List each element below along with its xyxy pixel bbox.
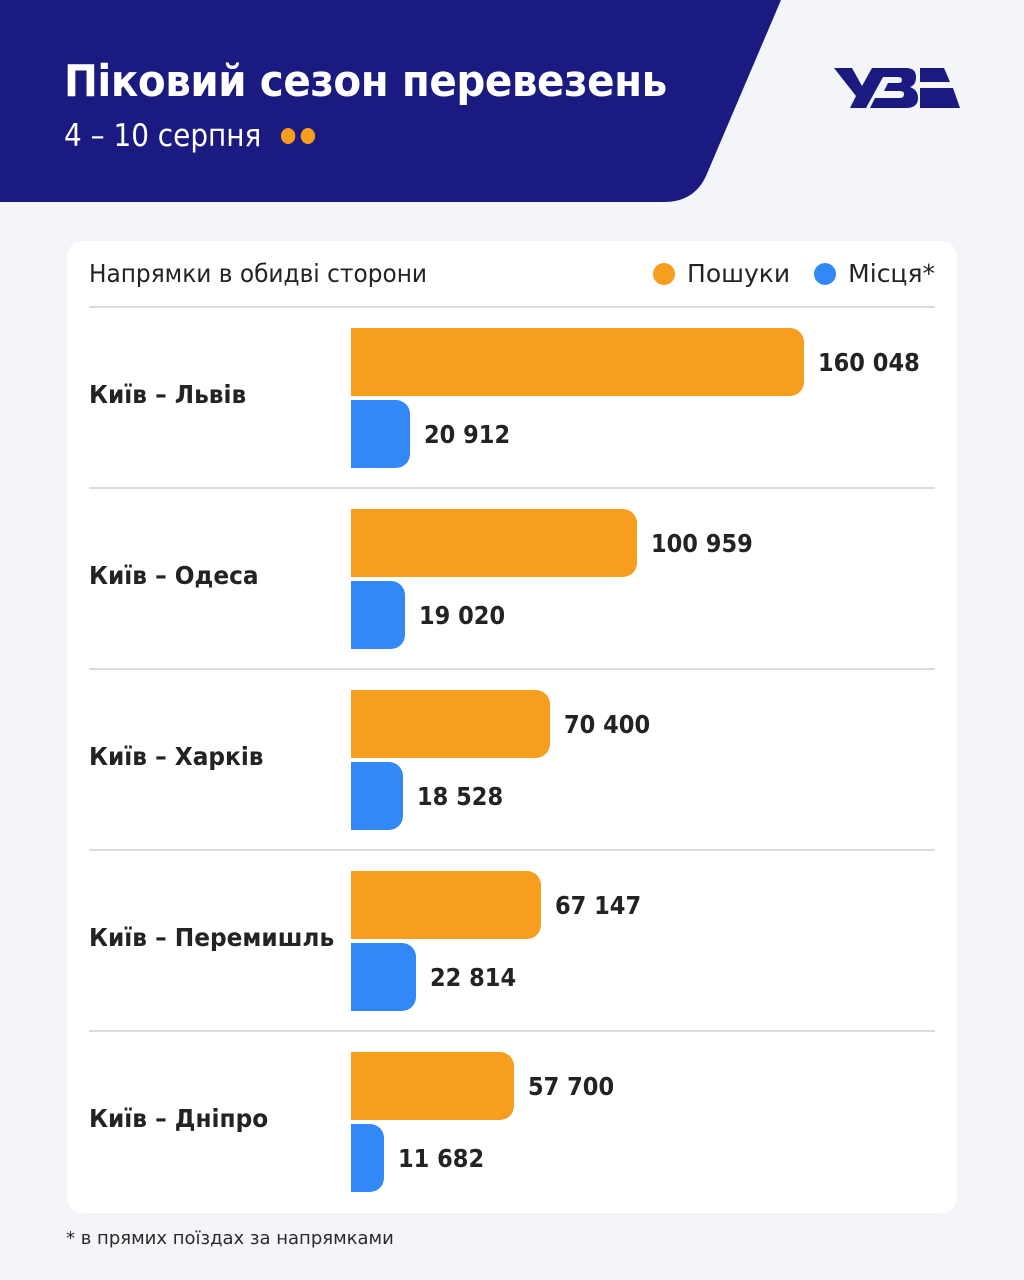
chart-rows: Київ – Львів 160 048 20 912 Київ – Одеса… [89, 308, 935, 1211]
searches-value: 100 959 [651, 528, 753, 558]
page-title: Піковий сезон перевезень [64, 56, 667, 107]
searches-bar-group: 160 048 [351, 328, 931, 396]
chart-row: Київ – Львів 160 048 20 912 [89, 308, 935, 489]
chart-card: Напрямки в обидві сторони Пошуки Місця* … [67, 241, 957, 1213]
ukrzaliznytsia-logo-icon: УЗ [834, 68, 960, 108]
searches-value: 57 700 [528, 1071, 615, 1101]
seats-value: 19 020 [419, 600, 506, 630]
legend-item-searches: Пошуки [653, 259, 790, 288]
chart-row: Київ – Перемишль 67 147 22 814 [89, 851, 935, 1032]
footnote: * в прямих поїздах за напрямками [66, 1228, 394, 1249]
searches-value: 67 147 [555, 890, 642, 920]
orange-circle-icon [653, 262, 676, 285]
legend-label: Місця* [848, 259, 935, 288]
chart-row: Київ – Дніпро 57 700 11 682 [89, 1032, 935, 1211]
chart-row: Київ – Харків 70 400 18 528 [89, 670, 935, 851]
searches-bar [351, 871, 541, 939]
seats-bar-group: 22 814 [351, 943, 526, 1011]
blue-circle-icon [814, 262, 837, 285]
searches-value: 160 048 [818, 347, 920, 377]
seats-value: 11 682 [398, 1143, 485, 1173]
date-range-text: 4 – 10 серпня [64, 118, 262, 154]
route-label: Київ – Перемишль [89, 923, 335, 952]
dots-decoration-icon [281, 128, 316, 144]
seats-bar-group: 18 528 [351, 762, 513, 830]
searches-bar-group: 100 959 [351, 509, 764, 577]
seats-value: 18 528 [417, 781, 504, 811]
seats-bar [351, 400, 410, 468]
seats-value: 22 814 [430, 962, 517, 992]
seats-bar [351, 943, 416, 1011]
seats-value: 20 912 [424, 419, 511, 449]
route-label: Київ – Одеса [89, 561, 259, 590]
searches-bar-group: 57 700 [351, 1052, 624, 1120]
seats-bar [351, 762, 403, 830]
legend: Пошуки Місця* [653, 259, 935, 288]
searches-bar [351, 690, 550, 758]
searches-bar [351, 509, 637, 577]
searches-bar [351, 328, 804, 396]
route-label: Київ – Харків [89, 742, 264, 771]
route-label: Київ – Львів [89, 380, 247, 409]
route-label: Київ – Дніпро [89, 1104, 269, 1133]
chart-row: Київ – Одеса 100 959 19 020 [89, 489, 935, 670]
dot-icon [300, 128, 316, 144]
chart-title: Напрямки в обидві сторони [89, 259, 428, 288]
legend-item-seats: Місця* [814, 259, 935, 288]
searches-bar-group: 70 400 [351, 690, 660, 758]
date-range: 4 – 10 серпня [64, 118, 316, 154]
header-banner [0, 0, 781, 202]
searches-value: 70 400 [564, 709, 651, 739]
seats-bar-group: 11 682 [351, 1124, 494, 1192]
searches-bar [351, 1052, 514, 1120]
legend-label: Пошуки [687, 259, 791, 288]
searches-bar-group: 67 147 [351, 871, 651, 939]
seats-bar [351, 581, 405, 649]
seats-bar-group: 19 020 [351, 581, 515, 649]
card-header: Напрямки в обидві сторони Пошуки Місця* [89, 241, 935, 308]
dot-icon [281, 128, 296, 144]
seats-bar [351, 1124, 384, 1192]
seats-bar-group: 20 912 [351, 400, 520, 468]
